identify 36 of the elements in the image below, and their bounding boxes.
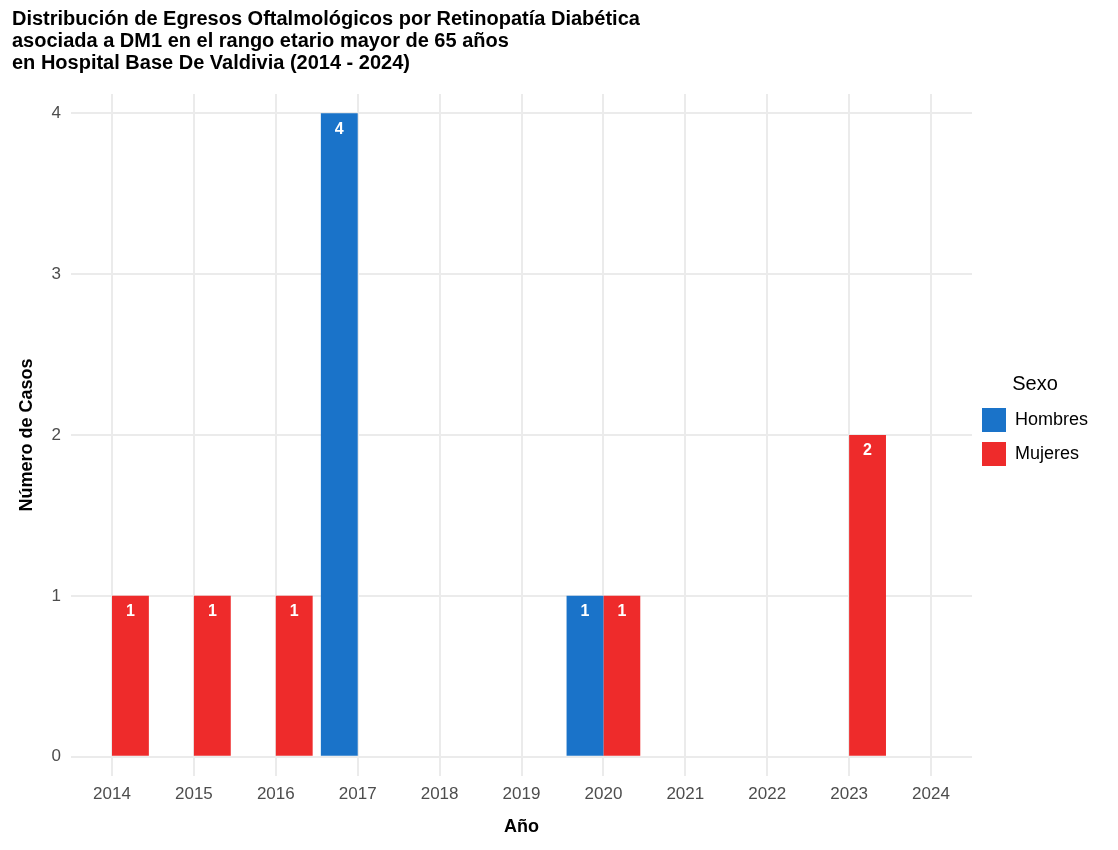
x-axis-title: Año bbox=[504, 816, 540, 837]
data-label: 4 bbox=[334, 119, 344, 137]
bar bbox=[112, 595, 149, 756]
bar bbox=[320, 113, 358, 756]
legend-label: Mujeres bbox=[1014, 442, 1080, 463]
data-label: 1 bbox=[289, 602, 299, 620]
legend-title: Sexo bbox=[1012, 371, 1058, 394]
y-axis-title: Número de Casos bbox=[15, 358, 36, 512]
x-tick-label: 2022 bbox=[748, 783, 787, 803]
legend-label: Hombres bbox=[1014, 408, 1089, 429]
y-tick-label: 1 bbox=[51, 585, 62, 605]
x-tick-label: 2014 bbox=[93, 783, 131, 803]
x-tick-label: 2019 bbox=[502, 783, 541, 803]
data-label: 1 bbox=[125, 602, 135, 620]
data-label: 1 bbox=[580, 602, 590, 620]
chart-title: Distribución de Egresos Oftalmológicos por Retinopatía Diabética asociada a DM1 en el rango etario mayor de 65 años en Hospital Base De Valdivia (2014 - 2024) bbox=[12, 6, 641, 73]
x-tick-label: 2020 bbox=[584, 783, 623, 803]
bar bbox=[275, 595, 313, 756]
bar bbox=[193, 595, 231, 756]
x-tick-label: 2024 bbox=[912, 783, 950, 803]
data-label: 1 bbox=[617, 602, 627, 620]
y-tick-label: 3 bbox=[51, 263, 62, 283]
x-tick-label: 2015 bbox=[174, 783, 213, 803]
data-label: 1 bbox=[207, 602, 217, 620]
x-tick-label: 2021 bbox=[666, 783, 705, 803]
bar bbox=[603, 595, 641, 756]
y-tick-label: 2 bbox=[51, 424, 62, 444]
x-tick-label: 2018 bbox=[420, 783, 459, 803]
y-tick-label: 0 bbox=[51, 746, 62, 766]
bar bbox=[566, 595, 604, 756]
x-tick-label: 2017 bbox=[338, 783, 377, 803]
y-tick-label: 4 bbox=[51, 102, 62, 122]
x-tick-label: 2016 bbox=[256, 783, 295, 803]
x-tick-label: 2023 bbox=[830, 783, 869, 803]
bar bbox=[849, 435, 886, 756]
data-label: 2 bbox=[863, 441, 873, 459]
